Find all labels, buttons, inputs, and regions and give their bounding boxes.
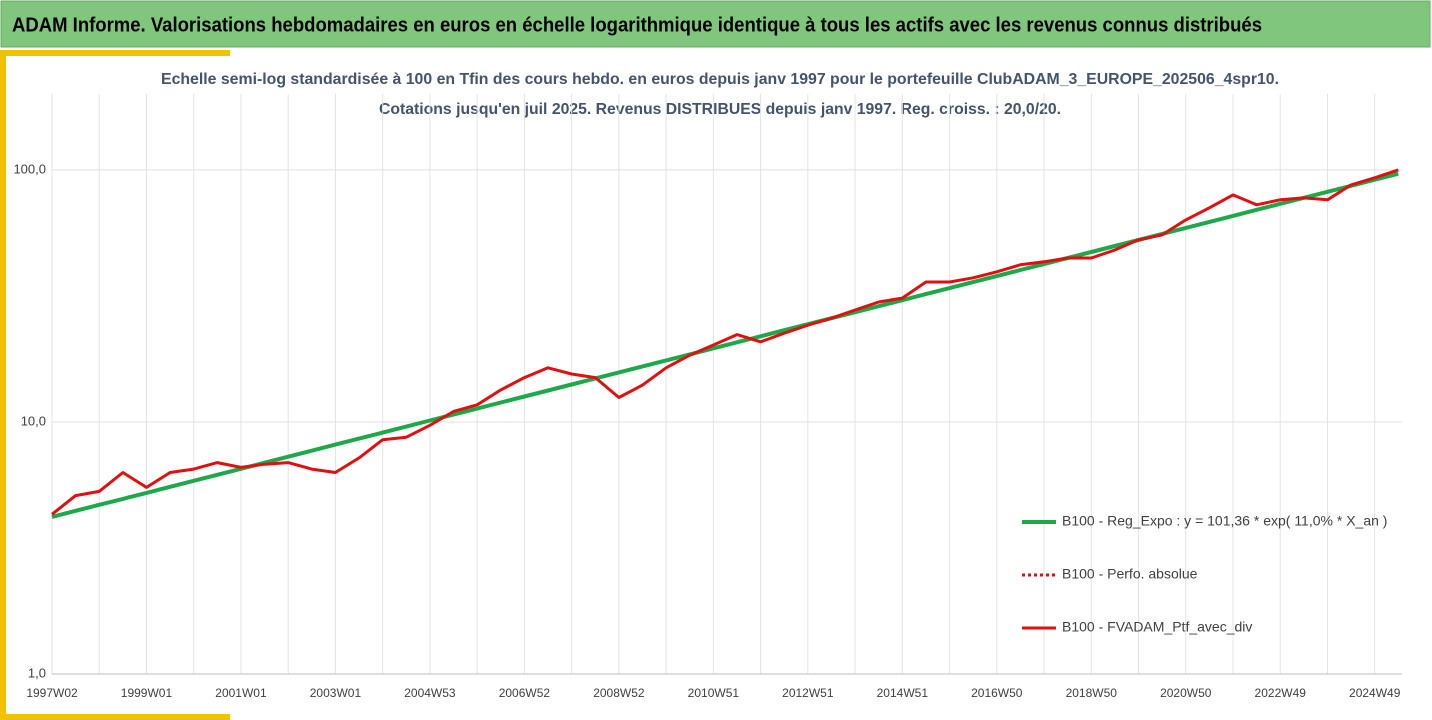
legend-label: B100 - FVADAM_Ptf_avec_div	[1062, 619, 1252, 635]
legend-label: B100 - Perfo. absolue	[1062, 566, 1198, 582]
y-tick-label: 100,0	[13, 161, 46, 176]
x-tick-label: 2010W51	[688, 686, 740, 700]
x-tick-label: 2004W53	[404, 686, 456, 700]
x-tick-label: 2012W51	[782, 686, 834, 700]
x-tick-label: 1997W02	[26, 686, 78, 700]
x-tick-label: 2016W50	[971, 686, 1023, 700]
series-line	[51, 168, 1399, 516]
accent	[0, 50, 6, 720]
x-tick-label: 2008W52	[593, 686, 645, 700]
header-title: ADAM Informe. Valorisations hebdomadaire…	[12, 14, 1262, 36]
x-tick-label: 2024W49	[1349, 686, 1401, 700]
series-line	[51, 171, 1399, 519]
x-tick-label: 2003W01	[310, 686, 362, 700]
accent	[0, 50, 230, 56]
y-tick-label: 10,0	[21, 413, 46, 428]
x-tick-label: 2018W50	[1066, 686, 1118, 700]
chart-title: Echelle semi-log standardisée à 100 en T…	[161, 71, 1279, 88]
x-tick-label: 2022W49	[1255, 686, 1307, 700]
x-tick-label: 2014W51	[877, 686, 929, 700]
header-bar	[0, 0, 1431, 48]
x-tick-label: 1999W01	[121, 686, 173, 700]
x-tick-label: 2006W52	[499, 686, 551, 700]
x-tick-label: 2001W01	[215, 686, 267, 700]
y-tick-label: 1,0	[28, 665, 46, 680]
accent	[0, 714, 230, 720]
x-tick-label: 2020W50	[1160, 686, 1212, 700]
legend-label: B100 - Reg_Expo : y = 101,36 * exp( 11,0…	[1062, 513, 1387, 529]
chart-subtitle: Cotations jusqu'en juil 2025. Revenus DI…	[379, 101, 1061, 118]
